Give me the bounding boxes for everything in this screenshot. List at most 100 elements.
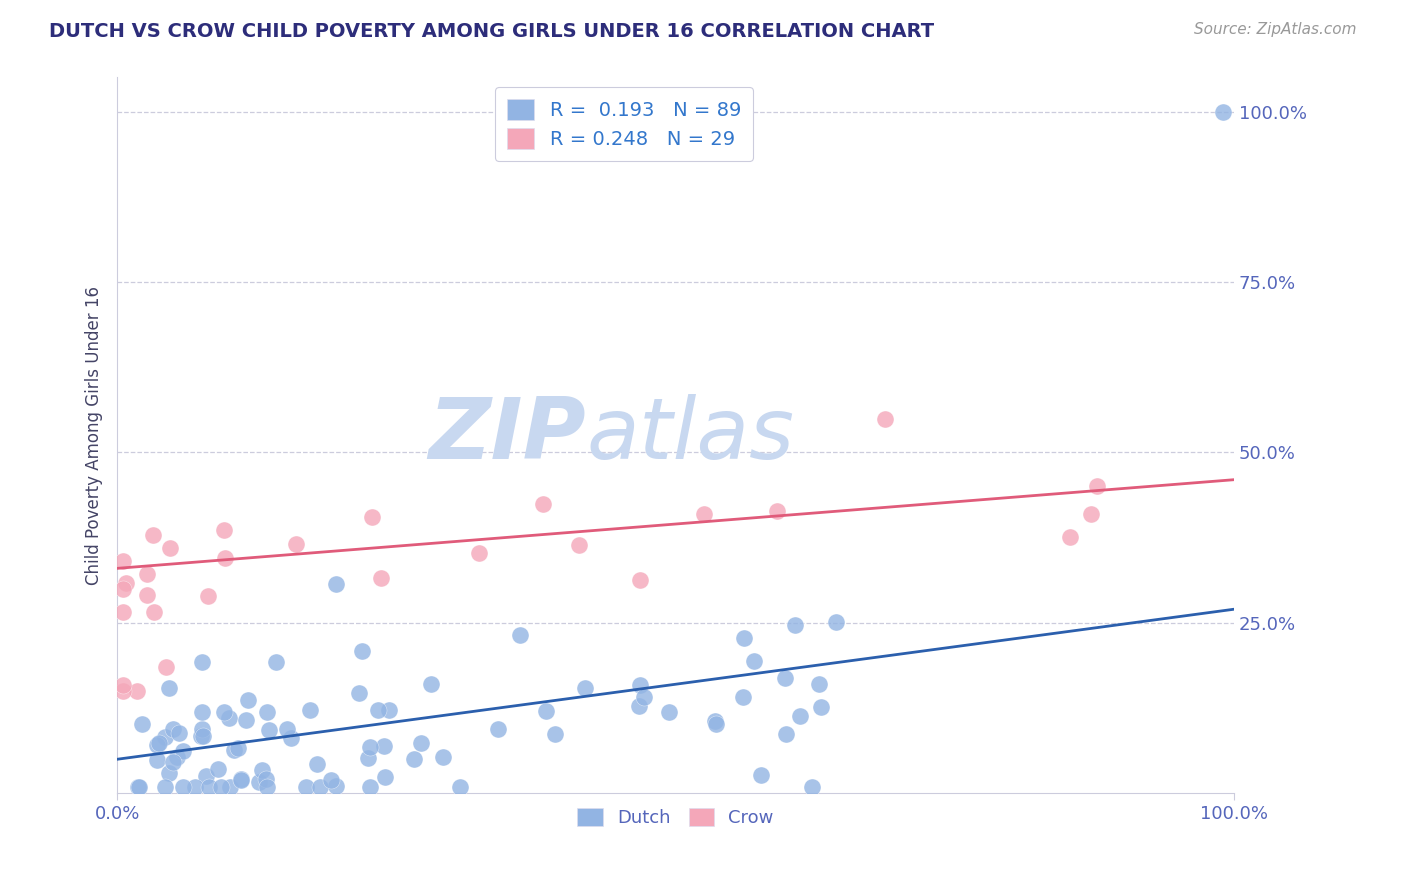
Point bbox=[1085, 479, 1108, 493]
Point bbox=[775, 727, 797, 741]
Point bbox=[807, 676, 830, 690]
Point bbox=[229, 772, 252, 786]
Text: Source: ZipAtlas.com: Source: ZipAtlas.com bbox=[1194, 22, 1357, 37]
Point bbox=[370, 571, 392, 585]
Point bbox=[111, 554, 134, 568]
Point bbox=[734, 631, 756, 645]
Point bbox=[157, 681, 180, 695]
Point bbox=[633, 690, 655, 704]
Point bbox=[544, 727, 567, 741]
Point bbox=[357, 751, 380, 765]
Point bbox=[231, 772, 253, 787]
Point bbox=[628, 573, 651, 587]
Point bbox=[1059, 530, 1081, 544]
Point bbox=[1080, 507, 1102, 521]
Point bbox=[742, 654, 765, 668]
Point bbox=[191, 729, 214, 743]
Point bbox=[257, 723, 280, 737]
Point bbox=[146, 753, 169, 767]
Point bbox=[226, 741, 249, 756]
Point bbox=[377, 703, 399, 717]
Point bbox=[704, 714, 727, 728]
Point bbox=[367, 703, 389, 717]
Point bbox=[276, 722, 298, 736]
Point bbox=[127, 684, 149, 698]
Point bbox=[692, 507, 714, 521]
Point bbox=[111, 678, 134, 692]
Point bbox=[207, 762, 229, 776]
Point bbox=[352, 644, 374, 658]
Point bbox=[155, 659, 177, 673]
Point bbox=[142, 605, 165, 619]
Point bbox=[825, 615, 848, 629]
Point bbox=[145, 738, 167, 752]
Point bbox=[749, 768, 772, 782]
Point bbox=[162, 756, 184, 770]
Point bbox=[111, 582, 134, 596]
Point bbox=[195, 769, 218, 783]
Point bbox=[309, 780, 332, 794]
Point bbox=[224, 743, 246, 757]
Point bbox=[360, 510, 382, 524]
Point bbox=[148, 736, 170, 750]
Point bbox=[198, 780, 221, 794]
Text: atlas: atlas bbox=[586, 394, 794, 477]
Point bbox=[704, 717, 727, 731]
Point bbox=[218, 711, 240, 725]
Point bbox=[733, 690, 755, 704]
Point bbox=[531, 497, 554, 511]
Point bbox=[374, 770, 396, 784]
Point bbox=[628, 698, 651, 713]
Point bbox=[449, 780, 471, 794]
Text: ZIP: ZIP bbox=[429, 394, 586, 477]
Text: DUTCH VS CROW CHILD POVERTY AMONG GIRLS UNDER 16 CORRELATION CHART: DUTCH VS CROW CHILD POVERTY AMONG GIRLS … bbox=[49, 22, 935, 41]
Point bbox=[167, 726, 190, 740]
Point bbox=[284, 537, 307, 551]
Point bbox=[628, 677, 651, 691]
Point bbox=[128, 780, 150, 794]
Legend: Dutch, Crow: Dutch, Crow bbox=[569, 801, 780, 834]
Point bbox=[142, 527, 165, 541]
Point bbox=[264, 655, 287, 669]
Point bbox=[190, 729, 212, 743]
Point bbox=[359, 739, 381, 754]
Point bbox=[568, 538, 591, 552]
Point bbox=[294, 780, 316, 794]
Point bbox=[432, 750, 454, 764]
Point bbox=[875, 412, 897, 426]
Point bbox=[159, 541, 181, 556]
Point bbox=[136, 567, 159, 582]
Point bbox=[249, 775, 271, 789]
Point bbox=[298, 703, 321, 717]
Point bbox=[373, 739, 395, 754]
Point bbox=[574, 681, 596, 695]
Point bbox=[801, 780, 824, 794]
Point bbox=[172, 780, 194, 794]
Point bbox=[789, 708, 811, 723]
Point bbox=[209, 780, 232, 794]
Point bbox=[773, 671, 796, 685]
Point bbox=[347, 686, 370, 700]
Point bbox=[325, 577, 347, 591]
Point bbox=[136, 588, 159, 602]
Point bbox=[534, 704, 557, 718]
Point bbox=[191, 722, 214, 736]
Point bbox=[153, 780, 176, 794]
Y-axis label: Child Poverty Among Girls Under 16: Child Poverty Among Girls Under 16 bbox=[86, 286, 103, 585]
Point bbox=[1212, 104, 1234, 119]
Point bbox=[486, 722, 509, 736]
Point bbox=[254, 772, 277, 786]
Point bbox=[157, 766, 180, 780]
Point bbox=[191, 705, 214, 719]
Point bbox=[212, 705, 235, 719]
Point bbox=[162, 722, 184, 736]
Point bbox=[658, 705, 681, 719]
Point bbox=[235, 713, 257, 727]
Point bbox=[214, 551, 236, 566]
Point bbox=[810, 699, 832, 714]
Point bbox=[153, 731, 176, 745]
Point bbox=[212, 523, 235, 537]
Point bbox=[250, 763, 273, 777]
Point bbox=[409, 736, 432, 750]
Point bbox=[127, 780, 149, 794]
